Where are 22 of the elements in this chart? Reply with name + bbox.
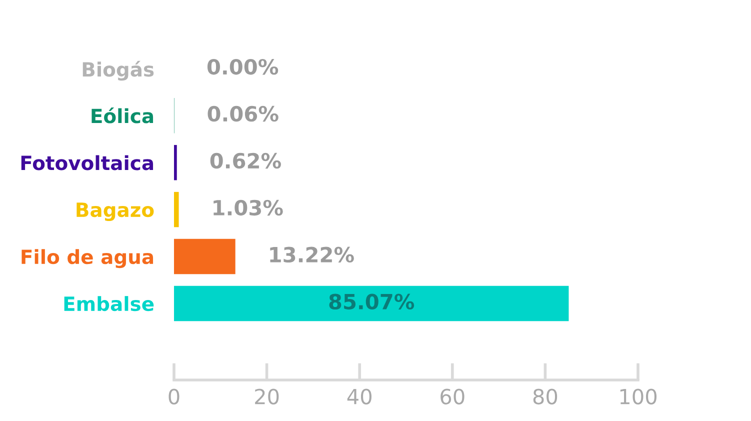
x-tick-label: 100 [620,388,656,404]
x-tick-label: 0 [168,388,180,404]
data-label: 0.06% [208,106,278,122]
y-tick-label: Eólica [92,107,154,124]
bar [174,286,569,322]
x-tick-label: 20 [255,388,279,404]
bar [174,192,179,228]
x-tick-label: 40 [347,388,372,404]
y-tick-label: Fotovoltaica [21,155,154,170]
data-label: 0.62% [210,152,281,169]
y-tick-label: Filo de agua [22,249,154,268]
bar [174,238,236,274]
data-label: 1.03% [214,200,283,216]
x-tick-label: 60 [440,388,464,404]
y-tick-label: Embalse [64,296,154,312]
y-tick-label: Bagazo [76,202,154,222]
x-tick-label: 80 [533,388,558,404]
y-tick-label: Biogás [82,60,154,81]
data-label: 0.00% [207,58,278,75]
bar [174,144,177,180]
data-label: 85.07% [329,294,414,310]
data-label: 13.22% [270,246,354,263]
